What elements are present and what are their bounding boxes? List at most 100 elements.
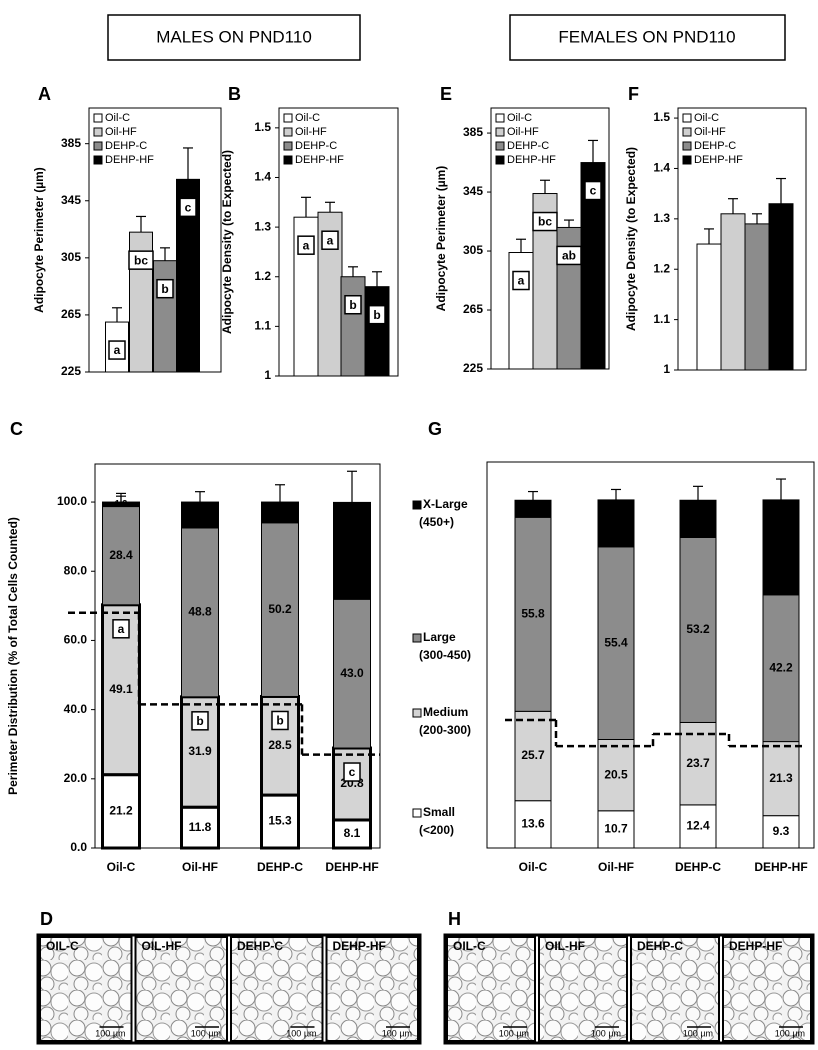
y-axis-label: Adipocyte Density (to Expected) (220, 150, 234, 334)
letter-box (532, 211, 558, 232)
data-label: 28.5 (268, 738, 292, 752)
bar-segment (261, 522, 299, 697)
significance-letter: c (349, 765, 356, 779)
panel-letter: G (428, 419, 442, 439)
legend-label: DEHP-HF (694, 154, 743, 166)
header-box (107, 14, 361, 61)
letter-box (108, 340, 126, 360)
data-label: 50.2 (268, 602, 292, 616)
legend-label: DEHP-C (694, 140, 736, 152)
y-tick-label: 1.3 (254, 219, 271, 233)
data-label: 55.4 (604, 635, 628, 649)
data-label: 28.0 (340, 543, 364, 557)
data-label: 21.2 (109, 804, 133, 818)
letter-box (344, 294, 362, 315)
bar-segment (333, 501, 371, 600)
scale-label: 100 µm (286, 1028, 316, 1038)
data-label: 43.0 (340, 666, 364, 680)
header-box (509, 14, 786, 61)
y-tick-label: 1.5 (254, 120, 271, 134)
y-tick-label: 305 (463, 243, 483, 257)
scale-label: 100 µm (382, 1028, 412, 1038)
significance-letter: b (276, 714, 283, 728)
legend-label: DEHP-C (507, 140, 549, 152)
legend-swatch (412, 500, 422, 510)
data-label: 13.5 (604, 516, 628, 530)
data-label: 7.5 (192, 507, 209, 521)
letter-box (297, 235, 315, 255)
data-label: 15.3 (268, 814, 292, 828)
legend-swatch (495, 113, 505, 123)
data-label: 25.7 (521, 748, 545, 762)
legend-label: Oil-HF (105, 126, 137, 138)
y-tick-label: 1.4 (653, 161, 670, 175)
plot-frame (94, 463, 381, 849)
legend-label: DEHP-HF (295, 154, 344, 166)
micrograph (325, 936, 419, 1042)
legend-range: (<200) (419, 823, 454, 837)
bar (340, 276, 366, 377)
bar-segment (679, 721, 717, 806)
y-tick-label: 1 (663, 362, 670, 376)
micrograph (446, 936, 536, 1042)
y-tick-label: 1.1 (653, 312, 670, 326)
data-label: 1.3 (115, 499, 128, 509)
legend-swatch (412, 708, 422, 718)
significance-letter: b (373, 308, 380, 322)
panel-letter: C (10, 419, 23, 439)
panel-letter: F (628, 84, 639, 104)
micrograph-label: OIL-C (46, 939, 79, 953)
micrograph-label: OIL-HF (142, 939, 182, 953)
scale-label: 100 µm (499, 1028, 529, 1038)
header: FEMALES ON PND110 (558, 27, 735, 46)
data-label: 10.7 (604, 822, 628, 836)
bar (720, 213, 746, 371)
y-tick-label: 60.0 (64, 633, 88, 647)
legend-label: Small (423, 805, 455, 819)
bar-segment (332, 818, 372, 850)
bar-segment (514, 800, 552, 849)
data-label: 55.8 (521, 606, 545, 620)
significance-letter: bc (134, 253, 148, 267)
x-tick-label: Oil-C (519, 860, 548, 874)
significance-letter: a (118, 622, 125, 636)
significance-letter: c (185, 201, 192, 215)
bar-segment (679, 804, 717, 849)
data-label: 23.7 (686, 756, 710, 770)
legend-label: Large (423, 630, 456, 644)
y-tick-label: 0.0 (70, 840, 87, 854)
bar (153, 260, 177, 373)
significance-letter: a (303, 238, 310, 252)
legend-swatch (495, 155, 505, 165)
data-label: 27.3 (769, 540, 793, 554)
legend-label: Oil-C (105, 112, 130, 124)
bar (744, 223, 770, 371)
scale-label: 100 µm (591, 1028, 621, 1038)
bar (364, 286, 390, 377)
legend-swatch (412, 808, 422, 818)
data-label: 8.1 (344, 826, 361, 840)
y-tick-label: 225 (61, 364, 81, 378)
bar-segment (762, 741, 800, 817)
legend-swatch (283, 113, 293, 123)
legend-swatch (682, 141, 692, 151)
legend-label: Medium (423, 705, 468, 719)
bar-segment (180, 805, 220, 850)
panel-letter: E (440, 84, 452, 104)
data-label: 10.7 (686, 511, 710, 525)
data-label: 4.9 (525, 501, 542, 515)
x-tick-label: Oil-C (107, 860, 136, 874)
legend-range: (450+) (419, 515, 454, 529)
x-tick-label: DEHP-HF (325, 860, 378, 874)
micrograph-label: OIL-HF (545, 939, 585, 953)
letter-box (321, 230, 339, 250)
legend-label: Oil-C (295, 112, 320, 124)
micrograph (630, 936, 720, 1042)
bar (768, 203, 794, 371)
data-label: 31.9 (188, 744, 212, 758)
legend-label: DEHP-C (105, 140, 147, 152)
data-label: 28.4 (109, 548, 133, 562)
y-tick-label: 20.0 (64, 771, 88, 785)
bar (696, 243, 722, 371)
